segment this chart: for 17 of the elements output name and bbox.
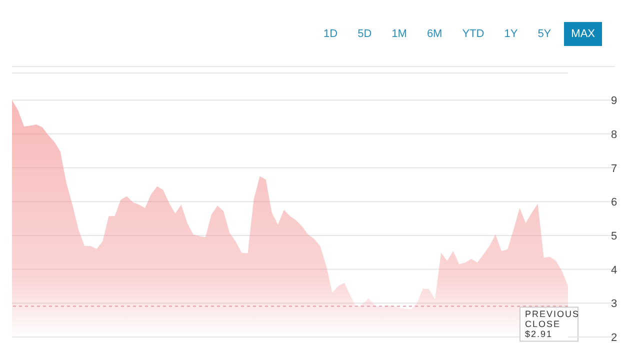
y-tick-label: 2 — [611, 332, 618, 343]
y-tick-label: 8 — [611, 128, 618, 141]
y-tick-label: 7 — [611, 162, 618, 175]
text: 1Y — [503, 27, 519, 42]
text: YTD — [461, 27, 486, 42]
text: MAX — [564, 22, 602, 46]
y-tick-label: 4 — [611, 264, 618, 276]
y-tick-label: 3 — [611, 298, 618, 310]
y-tick-label: 6 — [611, 196, 618, 209]
ref-line-label: PREVIOUS CLOSE $2.91 — [525, 309, 580, 340]
text: 5D — [356, 27, 373, 42]
y-tick-label: 9 — [611, 95, 618, 108]
text: 5Y — [536, 27, 552, 42]
text: 6M — [426, 27, 444, 42]
text: 1M — [390, 27, 408, 42]
text: 1D — [322, 27, 339, 42]
y-tick-label: 5 — [611, 230, 618, 242]
